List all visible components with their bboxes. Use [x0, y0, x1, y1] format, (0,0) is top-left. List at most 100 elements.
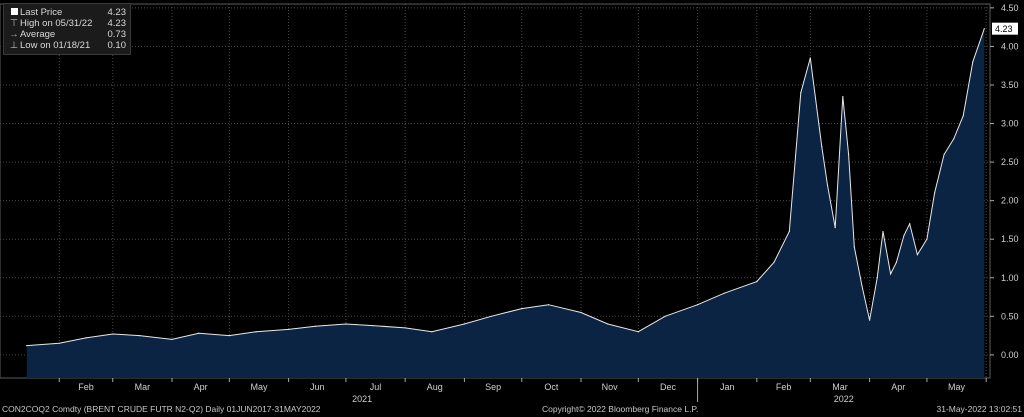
- last-price-badge-label: 4.23: [995, 24, 1013, 34]
- legend-value: 0.73: [107, 29, 127, 40]
- data-point: [903, 234, 905, 236]
- data-point: [943, 153, 945, 155]
- legend-item-high: ⊤ High on 05/31/22 4.23: [8, 18, 126, 29]
- x-tick-label: Oct: [544, 382, 559, 392]
- data-point: [916, 254, 918, 256]
- legend-value: 4.23: [107, 18, 127, 29]
- data-point: [547, 304, 550, 306]
- y-axis: 4.50 4.00 3.50 3.00 2.50 2.00 1.50 1.00 0.50 0.00: [990, 3, 1019, 360]
- data-point: [138, 334, 141, 337]
- data-point: [26, 345, 28, 347]
- last-price-badge-bg: [992, 22, 1018, 35]
- legend-label: High on 05/31/22: [20, 18, 93, 29]
- data-point: [788, 230, 790, 233]
- data-point: [85, 337, 87, 339]
- data-point: [723, 292, 725, 294]
- data-point: [171, 338, 173, 341]
- data-point: [926, 238, 928, 240]
- y-tick-label: 4.00: [1001, 41, 1019, 51]
- legend-value: 4.23: [107, 7, 127, 18]
- data-point: [112, 333, 114, 335]
- x-tick-label: Aug: [427, 382, 443, 392]
- y-tick-label: 0.00: [1001, 350, 1019, 360]
- legend-value: 0.10: [107, 40, 127, 51]
- data-point: [821, 146, 823, 148]
- data-point: [983, 28, 985, 30]
- data-point: [809, 57, 811, 59]
- data-point: [834, 227, 836, 229]
- data-point: [853, 246, 855, 248]
- data-point: [637, 331, 639, 333]
- data-point: [847, 153, 850, 155]
- footer-timestamp: 31-May-2022 13:02:51: [936, 404, 1022, 414]
- x-tick-label: Mar: [135, 382, 151, 392]
- y-tick-label: 2.00: [1001, 196, 1019, 206]
- legend-item-low: ⊥ Low on 01/18/21 0.10: [8, 40, 126, 51]
- x-axis: Feb Mar Apr May Jun Jul Aug Sep Oct Nov Dec Jan Feb M…: [58, 378, 987, 404]
- legend: Last Price 4.23 ⊤ High on 05/31/22 4.23 …: [3, 3, 131, 55]
- data-point: [861, 284, 863, 287]
- x-tick-label: Jul: [370, 382, 382, 392]
- data-point: [287, 328, 290, 331]
- x-tick-label: Apr: [194, 382, 208, 392]
- data-point: [198, 332, 200, 334]
- data-point: [868, 319, 871, 321]
- year-label: 2022: [834, 394, 854, 404]
- data-point: [463, 323, 466, 325]
- y-tick-label: 0.50: [1001, 311, 1019, 321]
- data-point: [58, 342, 60, 344]
- data-point: [255, 331, 257, 333]
- data-point: [404, 327, 406, 329]
- legend-label: Last Price: [20, 7, 63, 18]
- data-point: [431, 331, 433, 333]
- data-points: [26, 28, 985, 347]
- x-tick-label: Sep: [485, 382, 501, 392]
- data-point: [314, 325, 316, 327]
- x-tick-label: Jun: [310, 382, 325, 392]
- legend-label: Low on 01/18/21: [20, 40, 91, 51]
- data-point: [607, 323, 609, 325]
- data-point: [876, 277, 878, 279]
- data-point: [521, 307, 523, 310]
- data-point: [773, 261, 775, 263]
- y-tick-label: 1.50: [1001, 234, 1019, 244]
- data-point: [890, 273, 892, 275]
- data-point: [580, 311, 582, 314]
- data-point: [962, 115, 964, 117]
- data-point: [345, 323, 347, 325]
- x-tick-label: May: [250, 382, 268, 392]
- data-point: [800, 92, 802, 94]
- y-tick-label: 2.50: [1001, 157, 1019, 167]
- y-tick-label: 4.50: [1001, 3, 1019, 13]
- data-point: [696, 304, 699, 306]
- data-point: [826, 184, 829, 186]
- footer-copyright: Copyright© 2022 Bloomberg Finance L.P.: [542, 404, 699, 414]
- price-area-fill: [26, 28, 985, 378]
- x-tick-label: Nov: [602, 382, 619, 392]
- y-tick-label: 1.00: [1001, 273, 1019, 283]
- price-line: [26, 28, 985, 347]
- x-tick-label: Apr: [891, 382, 905, 392]
- last-price-square-icon: [8, 7, 20, 18]
- year-label: 2021: [352, 394, 372, 404]
- data-point: [909, 223, 911, 225]
- last-price-badge: 4.23: [992, 22, 1018, 35]
- average-marker-icon: →: [9, 29, 19, 40]
- data-point: [372, 324, 374, 327]
- data-point: [228, 334, 230, 337]
- x-tick-label: Mar: [832, 382, 848, 392]
- x-tick-label: May: [948, 382, 966, 392]
- x-tick-label: Jan: [720, 382, 735, 392]
- data-point: [756, 281, 758, 283]
- y-tick-label: 3.00: [1001, 119, 1019, 129]
- data-point: [895, 261, 897, 263]
- data-point: [933, 192, 936, 194]
- legend-label: Average: [20, 29, 56, 40]
- x-tick-label: Dec: [660, 382, 677, 392]
- data-point: [490, 315, 492, 317]
- legend-item-last-price: Last Price 4.23: [8, 7, 126, 18]
- high-marker-icon: ⊤: [9, 18, 19, 29]
- low-marker-icon: ⊥: [9, 40, 19, 51]
- data-point: [972, 61, 974, 63]
